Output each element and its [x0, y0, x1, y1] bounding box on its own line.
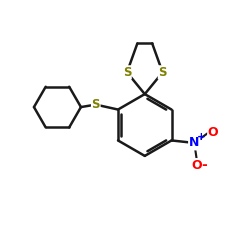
Text: O: O — [192, 159, 202, 172]
Text: S: S — [158, 66, 167, 79]
Text: +: + — [197, 132, 206, 142]
Text: N: N — [189, 136, 200, 149]
Text: -: - — [201, 158, 207, 172]
Text: S: S — [92, 98, 100, 111]
Text: O: O — [208, 126, 218, 139]
Text: S: S — [123, 66, 131, 79]
